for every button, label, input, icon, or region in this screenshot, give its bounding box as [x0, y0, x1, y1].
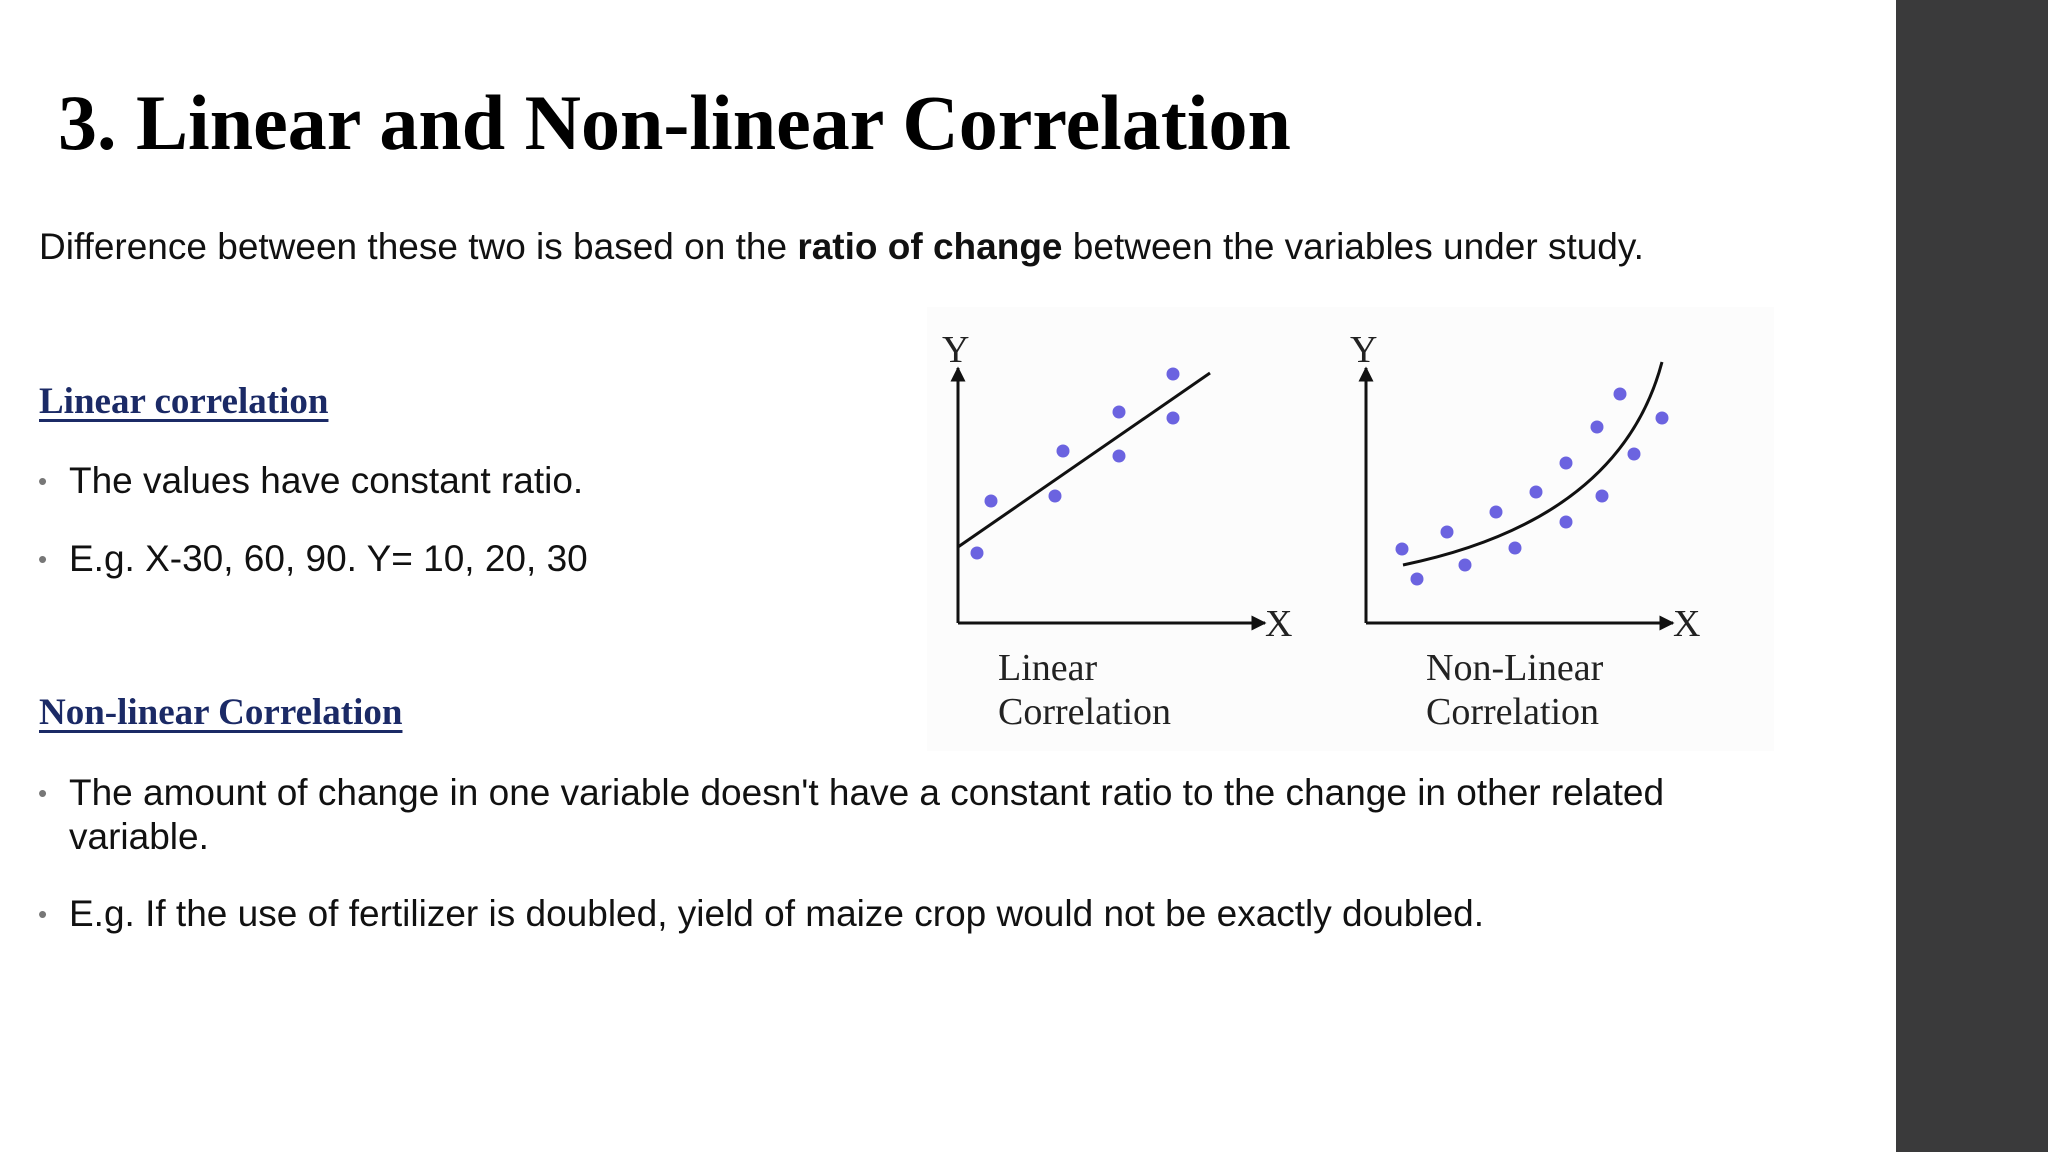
caption-line1: Linear — [998, 647, 1098, 689]
x-axis-label: X — [1673, 603, 1700, 645]
scatter-point — [1655, 411, 1669, 425]
scatter-point — [1166, 367, 1180, 381]
scatter-point — [1508, 541, 1522, 555]
scatter-point — [1458, 558, 1472, 572]
scatter-point — [1112, 449, 1126, 463]
scatter-point — [1410, 572, 1424, 586]
list-item: • E.g. If the use of fertilizer is double… — [38, 893, 1485, 934]
bullet-icon: • — [38, 778, 48, 808]
scatter-point — [1559, 515, 1573, 529]
scatter-point — [1166, 411, 1180, 425]
list-item: • The values have constant ratio. — [38, 460, 584, 501]
bullet-icon: • — [38, 466, 48, 496]
trend-line — [957, 371, 1211, 549]
list-item: • The amount of change in one variable do… — [38, 772, 1665, 857]
scatter-point — [984, 494, 998, 508]
nonlinear-panel: Y X Non-Linear Correlation — [1350, 329, 1700, 733]
scatter-point — [1489, 505, 1503, 519]
diagram-background — [927, 307, 1774, 751]
x-axis-label: X — [1265, 603, 1292, 645]
intro-text: Difference between these two is based on… — [39, 226, 1644, 268]
y-axis-label: Y — [942, 329, 969, 371]
scatter-point — [1395, 542, 1409, 556]
list-item: • E.g. X-30, 60, 90. Y= 10, 20, 30 — [38, 538, 588, 579]
intro-prefix: Difference between these two is based on… — [39, 226, 798, 267]
scatter-point — [1529, 485, 1543, 499]
scatter-point — [1613, 387, 1627, 401]
intro-suffix: between the variables under study. — [1062, 226, 1644, 267]
nonlinear-heading: Non-linear Correlation — [39, 692, 403, 733]
y-axis-label: Y — [1350, 329, 1377, 371]
scatter-point — [1440, 525, 1454, 539]
intro-bold: ratio of change — [797, 226, 1063, 267]
bullet-icon: • — [38, 899, 48, 929]
scatter-point — [970, 546, 984, 560]
scatter-point — [1559, 456, 1573, 470]
scatter-point — [1056, 444, 1070, 458]
scatter-point — [1112, 405, 1126, 419]
scatter-point — [1595, 489, 1609, 503]
slide-title: 3. Linear and Non-linear Correlation — [58, 79, 1291, 166]
scatter-point — [1048, 489, 1062, 503]
caption-line2: Correlation — [1426, 691, 1599, 733]
linear-panel: Y X Linear Correlation — [942, 329, 1292, 733]
scatter-point — [1627, 447, 1641, 461]
caption-line2: Correlation — [998, 691, 1171, 733]
right-sidebar — [1896, 0, 2048, 1152]
trend-curve — [1402, 361, 1664, 567]
linear-heading: Linear correlation — [39, 381, 329, 422]
scatter-point — [1590, 420, 1604, 434]
caption-line1: Non-Linear — [1426, 647, 1604, 689]
bullet-icon: • — [38, 544, 48, 574]
